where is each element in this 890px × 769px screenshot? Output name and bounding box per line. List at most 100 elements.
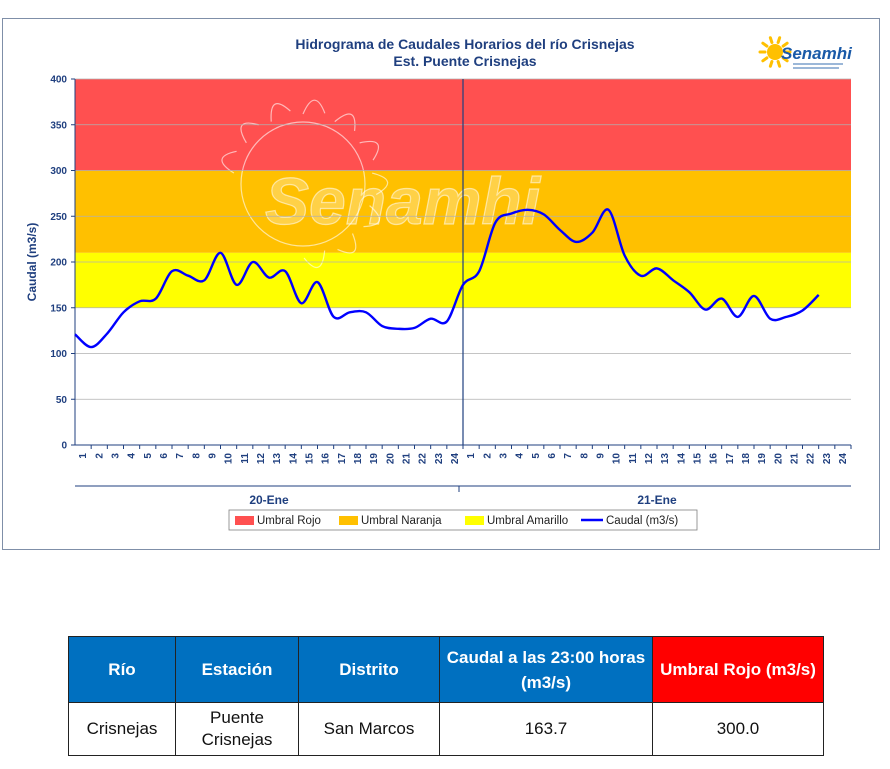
x-tick-label: 6 <box>159 453 170 459</box>
cell-rio: Crisnejas <box>68 702 176 756</box>
header-rio: Río <box>68 636 176 703</box>
x-tick-label: 18 <box>353 453 364 465</box>
y-tick-label: 0 <box>61 441 67 452</box>
watermark-text: Senamhi <box>265 164 542 238</box>
x-tick-label: 5 <box>531 453 542 459</box>
logo-ray <box>781 41 789 48</box>
watermark-ray <box>303 250 326 268</box>
x-tick-label: 13 <box>660 453 671 465</box>
x-tick-label: 20 <box>773 453 784 465</box>
x-tick-label: 11 <box>240 453 251 464</box>
x-tick-label: 17 <box>337 453 348 465</box>
watermark-ray <box>359 140 380 161</box>
watermark-ray <box>302 99 326 115</box>
y-tick-label: 150 <box>50 303 67 314</box>
hydrograph-chart: Senamhi 0 50 100 150 200 250 300 350 400 1 2 3 4 5 6 7 8… <box>2 18 880 550</box>
x-tick-label: 19 <box>369 453 380 465</box>
header-distrito: Distrito <box>298 636 440 703</box>
senamhi-watermark: Senamhi <box>221 99 542 268</box>
chart-legend: Umbral Rojo Umbral Naranja Umbral Amarillo… <box>228 509 698 531</box>
x-tick-label: 14 <box>676 453 687 465</box>
x-tick-label: 21 <box>789 453 800 465</box>
x-tick-label: 10 <box>612 453 623 465</box>
x-tick-label: 5 <box>143 453 154 459</box>
watermark-ray <box>270 103 291 122</box>
chart-subtitle: Est. Puente Crisnejas <box>393 53 536 69</box>
x-tick-label: 12 <box>644 453 655 465</box>
y-tick-label: 350 <box>50 120 67 131</box>
x-tick-label: 12 <box>256 453 267 465</box>
x-tick-label: 15 <box>692 453 703 465</box>
watermark-ray <box>337 233 357 254</box>
x-tick-label: 13 <box>272 453 283 465</box>
series-line-caudal <box>74 208 820 349</box>
x-tick-label: 7 <box>563 453 574 459</box>
x-tick-label: 16 <box>709 453 720 465</box>
x-tick-label: 20 <box>385 453 396 465</box>
logo-ray <box>776 36 782 44</box>
x-tick-label: 11 <box>628 453 639 464</box>
header-caudal-2300: Caudal a las 23:00 horas (m3/s) <box>439 636 653 703</box>
cell-caudal: 163.7 <box>439 702 653 756</box>
x-tick-label: 22 <box>806 453 817 465</box>
x-tick-label: 15 <box>304 453 315 465</box>
watermark-ray <box>334 113 356 132</box>
day-label: 20-Ene <box>249 493 289 507</box>
table-row: Crisnejas Puente Crisnejas San Marcos 16… <box>68 702 824 756</box>
header-umbral-rojo: Umbral Rojo (m3/s) <box>652 636 824 703</box>
x-tick-label: 18 <box>741 453 752 465</box>
x-tick-label: 8 <box>579 453 590 459</box>
cell-estacion: Puente Crisnejas <box>175 702 299 756</box>
logo-ray <box>776 60 782 68</box>
logo-ray <box>768 36 774 44</box>
legend-swatch-amarillo <box>465 516 484 525</box>
legend-label-amarillo: Umbral Amarillo <box>487 515 568 527</box>
x-tick-label: 4 <box>127 453 138 459</box>
x-tick-label: 17 <box>725 453 736 465</box>
logo-subtext-line <box>793 63 843 65</box>
x-tick-label: 2 <box>94 453 105 459</box>
x-tick-label: 9 <box>595 453 606 459</box>
x-tick-label: 8 <box>191 453 202 459</box>
legend-swatch-rojo <box>235 516 254 525</box>
logo-sun-icon <box>767 44 783 60</box>
x-tick-label: 1 <box>78 453 89 459</box>
table-header-row: Río Estación Distrito Caudal a las 23:00… <box>68 636 824 703</box>
legend-label-rojo: Umbral Rojo <box>257 515 321 527</box>
y-tick-label: 50 <box>56 395 68 406</box>
x-tick-label: 7 <box>175 453 186 459</box>
cell-umbral-rojo: 300.0 <box>652 702 824 756</box>
y-tick-label: 400 <box>50 75 67 86</box>
y-tick-label: 250 <box>50 212 67 223</box>
watermark-ray <box>371 172 389 196</box>
logo-text: Senamhi <box>781 44 853 63</box>
header-estacion: Estación <box>175 636 299 703</box>
x-tick-label: 10 <box>224 453 235 465</box>
x-tick-label: 16 <box>321 453 332 465</box>
senamhi-logo: Senamhi <box>758 36 853 69</box>
x-tick-label: 22 <box>418 453 429 465</box>
x-tick-label: 6 <box>547 453 558 459</box>
x-tick-label: 3 <box>110 453 121 459</box>
x-tick-label: 2 <box>482 453 493 459</box>
logo-subtext-line <box>793 67 839 69</box>
legend-label-naranja: Umbral Naranja <box>361 515 442 527</box>
x-tick-label: 19 <box>757 453 768 465</box>
day-label: 21-Ene <box>637 493 677 507</box>
x-tick-label: 23 <box>434 453 445 465</box>
x-tick-label: 1 <box>466 453 477 459</box>
logo-ray <box>761 41 769 48</box>
watermark-ray <box>363 205 380 228</box>
logo-ray <box>761 56 769 63</box>
y-tick-label: 200 <box>50 258 67 269</box>
cell-distrito: San Marcos <box>298 702 440 756</box>
legend-label-caudal: Caudal (m3/s) <box>606 515 678 527</box>
y-tick-label: 100 <box>50 349 67 360</box>
chart-title: Hidrograma de Caudales Horarios del río … <box>295 36 634 52</box>
x-tick-label: 23 <box>822 453 833 465</box>
x-tick-label: 9 <box>207 453 218 459</box>
x-tick-label: 4 <box>515 453 526 459</box>
logo-ray <box>781 56 789 63</box>
x-tick-label: 3 <box>498 453 509 459</box>
